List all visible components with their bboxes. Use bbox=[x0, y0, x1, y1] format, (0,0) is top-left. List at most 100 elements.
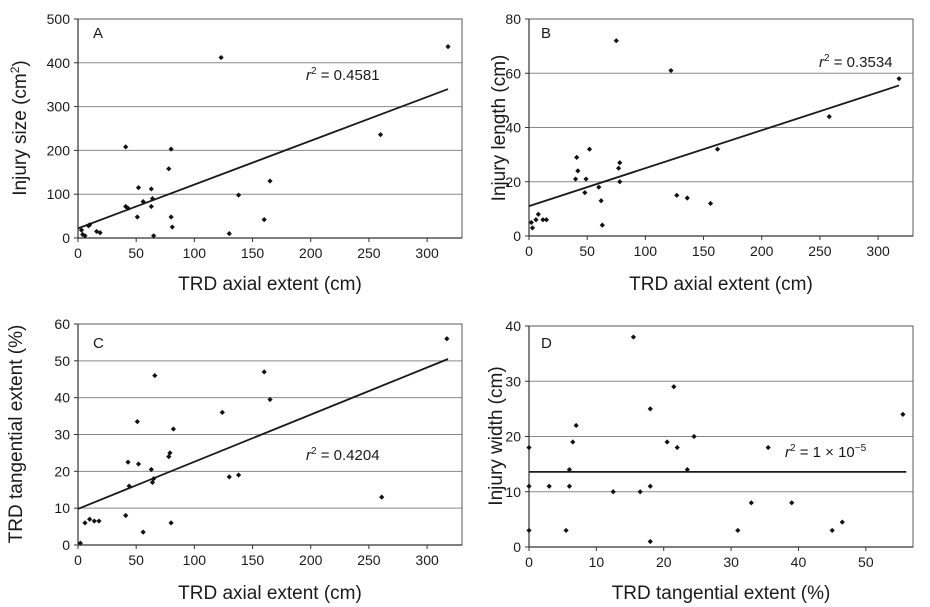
y-tick-label: 100 bbox=[47, 186, 71, 202]
data-point bbox=[135, 461, 142, 467]
data-point bbox=[267, 178, 273, 184]
y-tick-label: 30 bbox=[54, 427, 70, 443]
r-squared-label: r2 = 0.3534 bbox=[819, 53, 893, 71]
r-squared-label: r2 = 1 × 10−5 bbox=[785, 443, 867, 461]
data-point bbox=[134, 214, 140, 220]
data-point bbox=[166, 454, 172, 460]
data-point bbox=[829, 527, 835, 534]
data-point bbox=[574, 154, 580, 160]
data-point bbox=[125, 459, 131, 465]
x-tick-label: 150 bbox=[692, 243, 716, 259]
x-axis-label: TRD axial extent (cm) bbox=[178, 274, 362, 295]
data-point bbox=[647, 406, 653, 412]
data-point bbox=[123, 144, 129, 150]
data-point bbox=[526, 483, 532, 489]
y-axis-label: Injury width (cm) bbox=[486, 366, 507, 505]
y-tick-label: 0 bbox=[513, 539, 521, 555]
data-point bbox=[617, 179, 623, 185]
data-point bbox=[599, 222, 605, 228]
data-point bbox=[526, 444, 532, 451]
data-point bbox=[148, 186, 154, 192]
data-point bbox=[684, 195, 690, 201]
x-tick-label: 200 bbox=[750, 243, 774, 259]
data-point bbox=[647, 483, 653, 489]
x-tick-label: 250 bbox=[357, 245, 381, 261]
data-point bbox=[748, 500, 754, 506]
data-point bbox=[261, 217, 267, 223]
data-point bbox=[528, 219, 534, 226]
y-tick-label: 20 bbox=[54, 463, 70, 479]
y-tick-label: 20 bbox=[505, 174, 521, 190]
y-tick-label: 80 bbox=[505, 11, 521, 27]
data-point bbox=[379, 494, 385, 500]
data-point bbox=[668, 67, 674, 74]
x-tick-label: 200 bbox=[299, 245, 323, 261]
data-point bbox=[261, 369, 267, 375]
data-point bbox=[826, 114, 832, 120]
y-tick-label: 60 bbox=[54, 316, 70, 332]
data-point bbox=[168, 214, 174, 220]
y-tick-label: 300 bbox=[47, 99, 71, 115]
x-tick-label: 100 bbox=[183, 245, 207, 261]
data-point bbox=[598, 198, 604, 204]
x-tick-label: 300 bbox=[415, 552, 439, 568]
x-tick-label: 300 bbox=[415, 245, 439, 261]
data-point bbox=[540, 217, 546, 223]
y-tick-label: 40 bbox=[54, 390, 70, 406]
x-tick-label: 0 bbox=[525, 554, 533, 570]
data-point bbox=[789, 500, 795, 506]
data-point bbox=[575, 168, 581, 174]
data-point bbox=[151, 233, 157, 239]
data-point bbox=[267, 396, 273, 403]
data-point bbox=[169, 224, 175, 230]
y-tick-label: 10 bbox=[54, 500, 70, 516]
data-point bbox=[140, 529, 146, 535]
data-point bbox=[82, 520, 88, 526]
x-tick-label: 150 bbox=[241, 552, 265, 568]
x-tick-label: 100 bbox=[183, 552, 207, 568]
data-point bbox=[546, 483, 552, 489]
x-axis-label: TRD axial extent (cm) bbox=[178, 583, 362, 604]
data-point bbox=[617, 160, 623, 166]
chart-panel-a: 0 100 200 300 400 500 0 50 100 150 200 250 300 Ar2 = … bbox=[8, 11, 463, 295]
chart-panel-c: 0 10 20 30 40 50 60 0 50 100 150 200 250 300 Cr2 = 0.4… bbox=[6, 316, 463, 604]
plot-frame bbox=[77, 18, 463, 239]
data-point bbox=[543, 217, 550, 223]
x-tick-label: 250 bbox=[808, 243, 832, 259]
y-axis-label: Injury length (cm) bbox=[489, 55, 510, 202]
panel-label: B bbox=[541, 25, 551, 42]
x-tick-label: 50 bbox=[128, 552, 144, 568]
y-tick-label: 500 bbox=[47, 11, 71, 27]
data-point bbox=[170, 426, 177, 432]
data-point bbox=[765, 444, 771, 451]
data-point bbox=[674, 444, 680, 451]
data-point bbox=[168, 520, 174, 526]
data-point bbox=[647, 538, 653, 545]
data-point bbox=[684, 467, 690, 473]
x-tick-label: 0 bbox=[74, 245, 82, 261]
data-point bbox=[96, 518, 102, 524]
y-tick-label: 60 bbox=[505, 65, 521, 81]
data-point bbox=[125, 205, 131, 211]
data-point bbox=[123, 512, 129, 519]
data-point bbox=[583, 176, 589, 182]
data-point bbox=[570, 439, 576, 445]
data-point bbox=[149, 195, 156, 202]
data-point bbox=[664, 439, 670, 445]
x-tick-label: 150 bbox=[241, 245, 265, 261]
x-axis-label: TRD tangential extent (%) bbox=[612, 583, 831, 604]
data-point bbox=[151, 476, 157, 482]
x-tick-label: 250 bbox=[357, 552, 381, 568]
data-point bbox=[168, 146, 174, 152]
data-point bbox=[573, 422, 579, 429]
x-tick-label: 50 bbox=[858, 554, 874, 570]
x-tick-label: 100 bbox=[634, 243, 658, 259]
trendline bbox=[77, 358, 449, 510]
chart-panel-b: 0 20 40 60 80 0 50 100 150 200 250 300 Br2 = 0.3534 T… bbox=[489, 11, 914, 295]
data-point bbox=[596, 184, 602, 190]
data-point bbox=[140, 199, 146, 205]
data-point bbox=[166, 166, 172, 172]
data-point bbox=[218, 54, 224, 61]
data-point bbox=[707, 200, 714, 207]
